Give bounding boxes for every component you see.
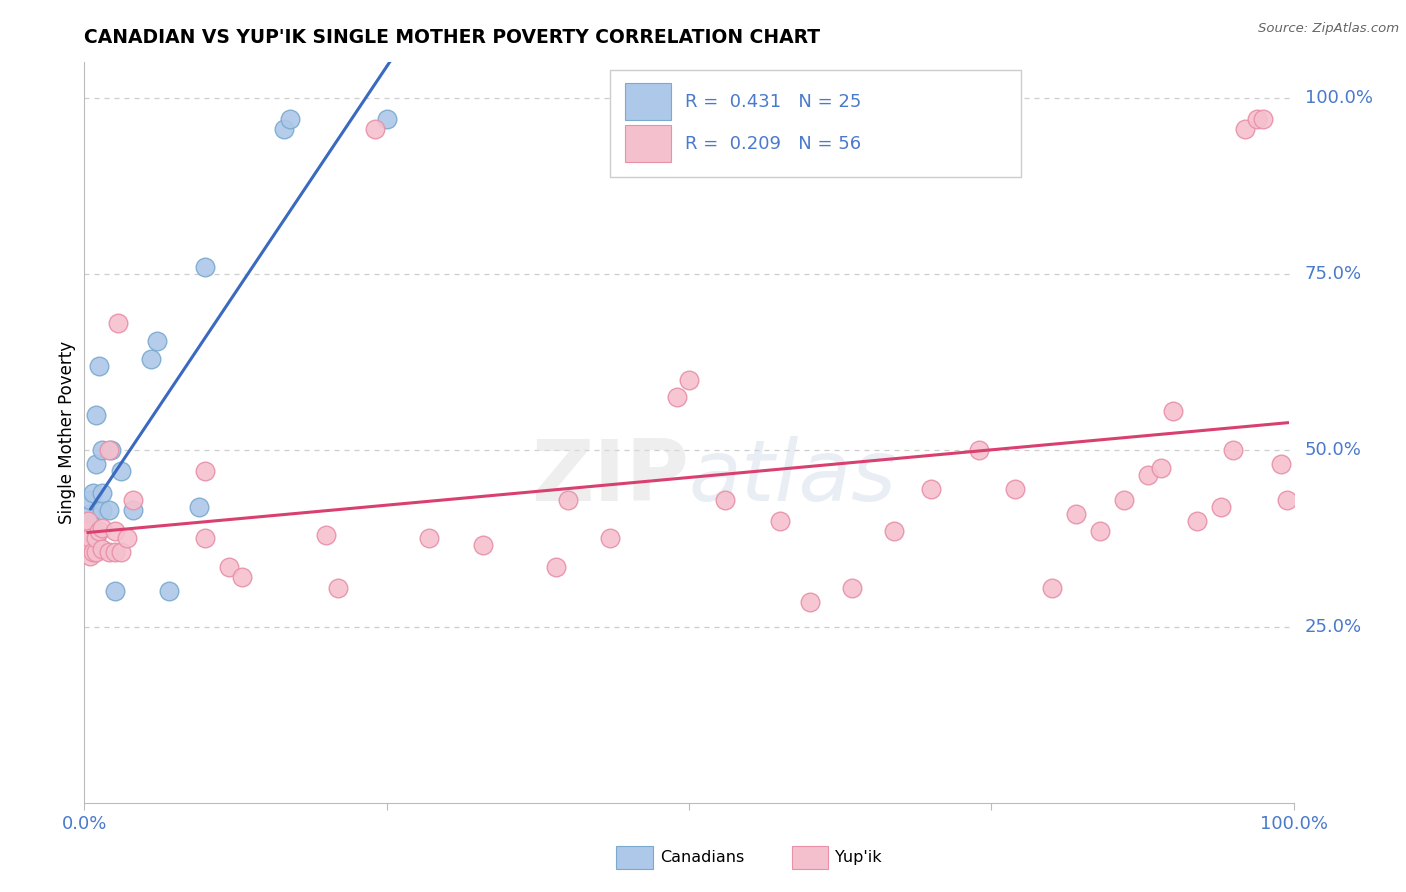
Point [188, 500, 211, 514]
Text: CANADIAN VS YUP'IK SINGLE MOTHER POVERTY CORRELATION CHART: CANADIAN VS YUP'IK SINGLE MOTHER POVERTY… [84, 28, 821, 47]
Point [77, 535, 100, 549]
Point [194, 464, 217, 478]
Point [1270, 458, 1292, 472]
Point [418, 532, 440, 546]
Point [714, 492, 737, 507]
Point [87, 524, 110, 539]
Point [82, 485, 104, 500]
Point [472, 538, 495, 552]
Point [146, 334, 169, 348]
Point [91, 443, 114, 458]
Point [77, 514, 100, 528]
Point [86, 545, 108, 559]
Point [1064, 507, 1087, 521]
Point [1234, 122, 1257, 136]
FancyBboxPatch shape [610, 70, 1022, 178]
Point [115, 532, 138, 546]
Point [315, 528, 337, 542]
FancyBboxPatch shape [624, 126, 671, 162]
Point [328, 581, 350, 595]
Point [91, 485, 114, 500]
Point [678, 373, 700, 387]
Point [278, 112, 301, 126]
Point [86, 458, 108, 472]
Point [218, 559, 240, 574]
Point [599, 532, 621, 546]
Point [544, 559, 567, 574]
Point [79, 532, 101, 546]
Text: ZIP: ZIP [531, 435, 689, 518]
Point [139, 351, 162, 366]
Point [97, 443, 120, 458]
Point [91, 541, 114, 556]
Text: 50.0%: 50.0% [1305, 442, 1361, 459]
Point [79, 507, 101, 521]
Text: Yup'ik: Yup'ik [835, 850, 882, 865]
Point [79, 528, 101, 542]
Point [920, 482, 942, 496]
Point [231, 570, 253, 584]
Point [91, 503, 114, 517]
Point [86, 532, 108, 546]
Point [77, 524, 100, 539]
Point [121, 492, 143, 507]
Point [557, 492, 579, 507]
Point [1004, 482, 1026, 496]
Point [1222, 443, 1244, 458]
Text: Canadians: Canadians [659, 850, 744, 865]
FancyBboxPatch shape [792, 846, 828, 870]
Point [104, 584, 127, 599]
Point [1088, 524, 1111, 539]
Point [883, 524, 905, 539]
Point [86, 408, 108, 422]
Point [194, 260, 217, 274]
Text: 75.0%: 75.0% [1305, 265, 1362, 283]
Text: R =  0.431   N = 25: R = 0.431 N = 25 [685, 93, 862, 111]
Y-axis label: Single Mother Poverty: Single Mother Poverty [58, 341, 76, 524]
Point [665, 390, 688, 404]
Text: R =  0.209   N = 56: R = 0.209 N = 56 [685, 135, 862, 153]
Point [79, 492, 101, 507]
Point [110, 464, 132, 478]
Point [1149, 461, 1171, 475]
Text: atlas: atlas [689, 435, 897, 518]
Point [1185, 514, 1208, 528]
FancyBboxPatch shape [616, 846, 652, 870]
Point [769, 514, 792, 528]
Point [104, 524, 127, 539]
Point [194, 532, 217, 546]
Point [82, 528, 104, 542]
Point [841, 581, 863, 595]
Point [79, 517, 101, 532]
FancyBboxPatch shape [624, 83, 671, 120]
Point [375, 112, 398, 126]
Point [82, 545, 104, 559]
Point [107, 316, 129, 330]
Point [1253, 112, 1275, 126]
Point [799, 595, 821, 609]
Point [79, 549, 101, 563]
Point [91, 521, 114, 535]
Text: 25.0%: 25.0% [1305, 617, 1362, 635]
Point [87, 359, 110, 373]
Text: 100.0%: 100.0% [1305, 88, 1372, 107]
Text: Source: ZipAtlas.com: Source: ZipAtlas.com [1258, 22, 1399, 36]
Point [1114, 492, 1136, 507]
Point [97, 503, 120, 517]
Point [121, 503, 143, 517]
Point [1246, 112, 1268, 126]
Point [1040, 581, 1063, 595]
Point [1277, 492, 1299, 507]
Point [100, 443, 122, 458]
Point [967, 443, 990, 458]
Point [1209, 500, 1232, 514]
Point [1161, 404, 1184, 418]
Point [104, 545, 127, 559]
Point [1137, 467, 1160, 482]
Point [110, 545, 132, 559]
Point [363, 122, 385, 136]
Point [273, 122, 295, 136]
Point [97, 545, 120, 559]
Point [157, 584, 180, 599]
